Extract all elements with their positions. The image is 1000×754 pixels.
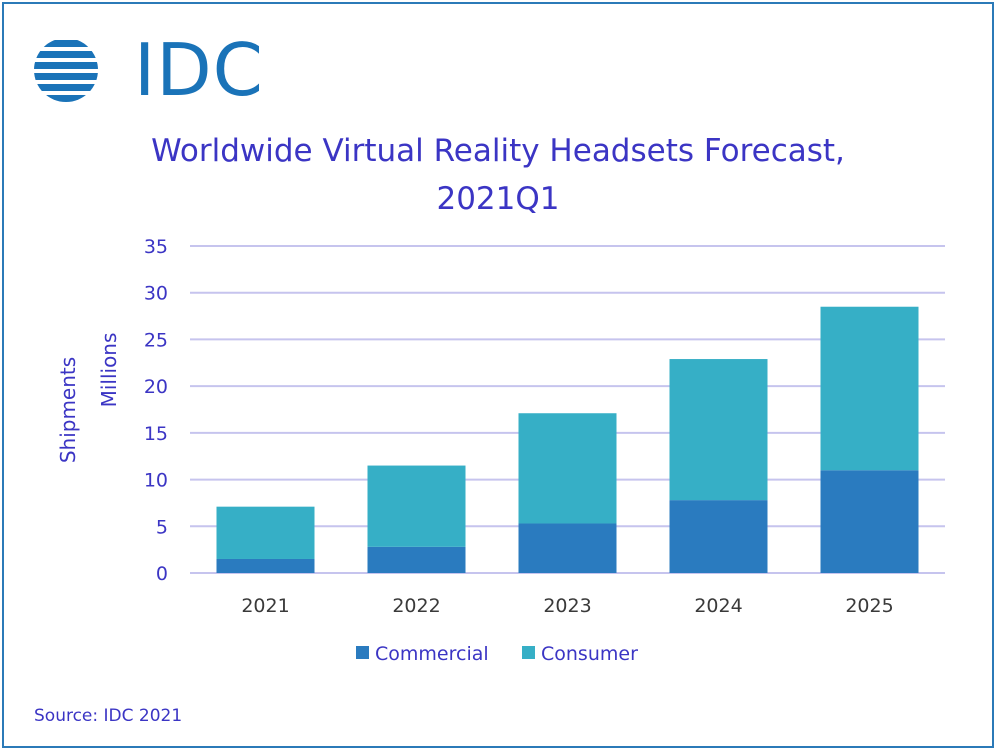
x-tick-label: 2023 (543, 595, 591, 617)
legend-label-consumer: Consumer (541, 643, 638, 665)
x-tick-label: 2025 (845, 595, 893, 617)
bar-consumer-2022 (367, 465, 466, 547)
chart-title-line1: Worldwide Virtual Reality Headsets Forec… (151, 133, 845, 169)
idc-logo: IDC (32, 30, 272, 110)
legend-label-commercial: Commercial (375, 643, 489, 665)
y-tick-label: 20 (144, 376, 168, 398)
bar-commercial-2022 (367, 546, 466, 573)
y-tick-label: 5 (156, 516, 168, 538)
x-tick-label: 2024 (694, 595, 742, 617)
bar-commercial-2021 (216, 558, 315, 573)
x-tick-label: 2021 (241, 595, 289, 617)
bar-consumer-2023 (518, 413, 617, 524)
bar-consumer-2024 (669, 359, 768, 501)
bar-consumer-2021 (216, 506, 315, 559)
legend-swatch-consumer (522, 646, 535, 659)
bar-commercial-2024 (669, 500, 768, 573)
y-tick-label: 30 (144, 283, 168, 305)
chart-title-line2: 2021Q1 (436, 181, 560, 217)
y-tick-label: 10 (144, 470, 168, 492)
y-tick-label: 15 (144, 423, 168, 445)
logo-text: IDC (134, 28, 264, 112)
x-tick-label: 2022 (392, 595, 440, 617)
y-axis-label: Shipments (56, 357, 80, 463)
bar-commercial-2023 (518, 523, 617, 573)
y-tick-label: 35 (144, 236, 168, 258)
y-tick-label: 0 (156, 563, 168, 585)
bar-consumer-2025 (820, 306, 919, 471)
y-axis-label: Millions (97, 333, 121, 408)
source-note: Source: IDC 2021 (34, 706, 183, 726)
bar-commercial-2025 (820, 470, 919, 573)
legend-swatch-commercial (356, 646, 369, 659)
y-tick-label: 25 (144, 329, 168, 351)
idc-globe-icon (34, 40, 98, 102)
